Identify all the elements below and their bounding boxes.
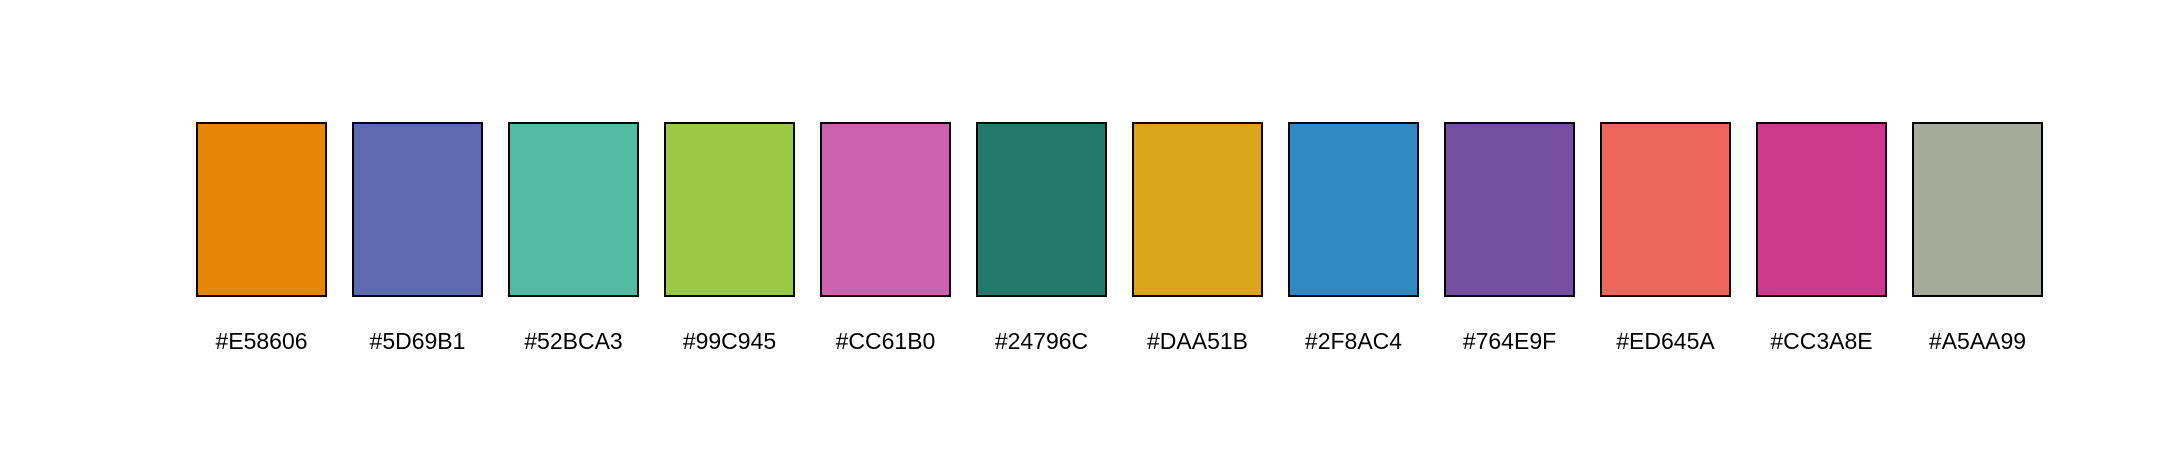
color-swatch <box>196 122 327 297</box>
color-swatch <box>1132 122 1263 297</box>
hex-label: #99C945 <box>682 328 777 354</box>
hex-label: #CC3A8E <box>1770 328 1873 354</box>
swatch-item: #99C945 <box>664 122 795 355</box>
swatch-item: #52BCA3 <box>508 122 639 355</box>
color-swatch <box>976 122 1107 297</box>
hex-label: #CC61B0 <box>835 328 936 354</box>
color-swatch <box>352 122 483 297</box>
swatch-item: #E58606 <box>196 122 327 355</box>
hex-label: #24796C <box>994 328 1089 354</box>
color-swatch <box>1600 122 1731 297</box>
swatch-item: #764E9F <box>1444 122 1575 355</box>
swatch-item: #A5AA99 <box>1912 122 2043 355</box>
swatch-item: #24796C <box>976 122 1107 355</box>
hex-label: #ED645A <box>1616 328 1715 354</box>
swatch-item: #2F8AC4 <box>1288 122 1419 355</box>
hex-label: #DAA51B <box>1146 328 1248 354</box>
color-swatch <box>1756 122 1887 297</box>
swatch-item: #5D69B1 <box>352 122 483 355</box>
swatch-item: #DAA51B <box>1132 122 1263 355</box>
swatch-item: #CC61B0 <box>820 122 951 355</box>
color-swatch <box>664 122 795 297</box>
color-palette: #E58606 #5D69B1 #52BCA3 #99C945 #CC61B0 … <box>196 122 2043 355</box>
color-swatch <box>1444 122 1575 297</box>
hex-label: #A5AA99 <box>1928 328 2027 354</box>
hex-label: #5D69B1 <box>369 328 466 354</box>
hex-label: #52BCA3 <box>524 328 623 354</box>
hex-label: #E58606 <box>215 328 308 354</box>
swatch-item: #CC3A8E <box>1756 122 1887 355</box>
color-swatch <box>820 122 951 297</box>
hex-label: #764E9F <box>1462 328 1557 354</box>
swatch-item: #ED645A <box>1600 122 1731 355</box>
color-swatch <box>1288 122 1419 297</box>
hex-label: #2F8AC4 <box>1304 328 1403 354</box>
color-swatch <box>1912 122 2043 297</box>
color-swatch <box>508 122 639 297</box>
